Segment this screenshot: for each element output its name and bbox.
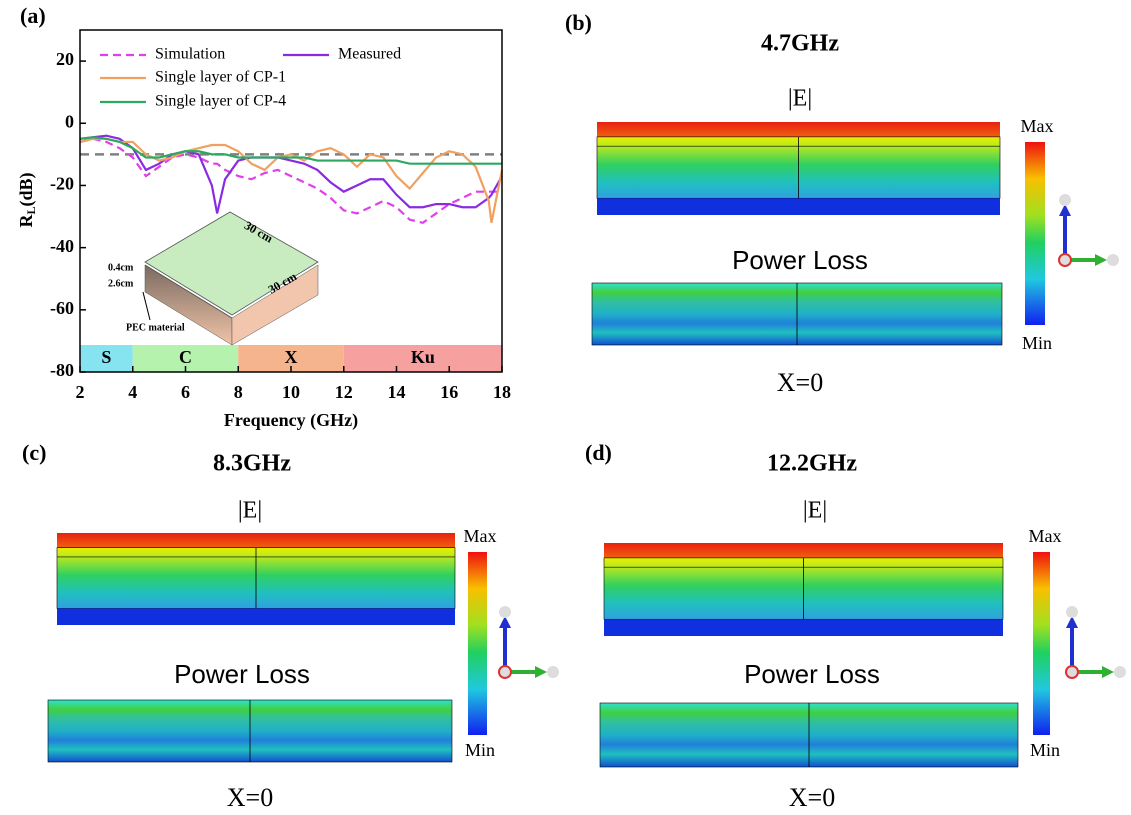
series-line — [79, 137, 502, 224]
y-tick-label: 0 — [65, 111, 74, 131]
axis-z-head — [1066, 616, 1078, 628]
axis-x — [1058, 253, 1072, 267]
x-tick-label: 12 — [335, 382, 353, 402]
inset-label: PEC material — [126, 322, 185, 333]
slab-top — [144, 211, 319, 316]
band-label: C — [179, 347, 192, 367]
y-axis-title: RL(dB) — [16, 172, 38, 227]
e-field-top — [57, 533, 455, 548]
axis-badge — [547, 666, 559, 678]
e-field-top — [597, 122, 1000, 137]
panel-title: 4.7GHz — [761, 31, 839, 57]
y-axis-title-sub: L — [24, 207, 38, 215]
field-label: |E| — [803, 498, 827, 524]
band-label: X — [285, 347, 298, 367]
pec-layer — [604, 619, 1003, 636]
pointer — [142, 291, 151, 321]
band-label: Ku — [411, 347, 435, 367]
axis-y-head — [1095, 254, 1107, 266]
colorbar — [1033, 552, 1050, 735]
x-tick-label: 16 — [440, 382, 458, 402]
y-tick-label: -20 — [50, 174, 74, 194]
inset: 30 cm 30 cm 0.4cm 2.6cm PEC material — [108, 211, 319, 346]
legend-label: Measured — [338, 46, 401, 63]
inset-label: 2.6cm — [108, 278, 134, 289]
panels: (b) 4.7GHz |E| Power Loss Max Min X=0 (c) 8.3GHz… — [22, 10, 1126, 812]
panel-label: (c) — [22, 440, 46, 465]
colorbar — [468, 552, 487, 735]
series-line — [79, 136, 502, 165]
section-label: X=0 — [777, 368, 823, 397]
field-panel: (b) 4.7GHz |E| Power Loss Max Min X=0 — [565, 10, 1119, 397]
y-tick-label: -80 — [50, 360, 74, 380]
axis-y-head — [1102, 666, 1114, 678]
x-tick-label: 6 — [181, 382, 190, 402]
x-tick-label: 14 — [388, 382, 406, 402]
panel-title: 12.2GHz — [767, 451, 857, 477]
panel-title: 8.3GHz — [213, 451, 291, 477]
legend-label: Simulation — [155, 46, 225, 63]
slab-side — [231, 264, 319, 346]
layer-line — [144, 264, 233, 319]
axis-badge — [499, 606, 511, 618]
inset-label: 0.4cm — [108, 262, 134, 273]
field-label: |E| — [238, 498, 262, 524]
y-tick-label: -40 — [50, 236, 74, 256]
axis-y-head — [535, 666, 547, 678]
field-panel: (c) 8.3GHz |E| Power Loss Max Min X=0 — [22, 440, 559, 812]
panel-label: (a) — [20, 3, 46, 28]
chart: S C X Ku 2 4 6 8 10 12 14 16 18 -80 -60 -40 -20 0 20 Freque… — [16, 29, 511, 431]
axis-badge — [1059, 194, 1071, 206]
colorbar — [1025, 142, 1045, 325]
colorbar-min: Min — [1022, 333, 1052, 353]
colorbar-min: Min — [1030, 740, 1060, 760]
colorbar-min: Min — [465, 740, 495, 760]
band-label: S — [101, 347, 111, 367]
field-label: Power Loss — [732, 245, 868, 275]
plot-frame — [79, 29, 503, 373]
pec-layer — [597, 198, 1000, 215]
section-label: X=0 — [789, 783, 835, 810]
band — [80, 345, 133, 372]
field-label: |E| — [788, 86, 812, 112]
field-panel: (d) 12.2GHz |E| Power Loss Max Min X=0 — [585, 440, 1126, 812]
e-field-top — [604, 543, 1003, 558]
axis-z-head — [1059, 204, 1071, 216]
axis-x — [498, 665, 512, 679]
y-axis-title-part: (dB) — [16, 172, 37, 206]
axis-badge — [1066, 606, 1078, 618]
y-tick-label: 20 — [56, 49, 74, 69]
colorbar-max: Max — [464, 526, 497, 546]
band — [343, 345, 502, 372]
x-tick-label: 10 — [282, 382, 300, 402]
panel-label: (d) — [585, 440, 612, 465]
legend-label: Single layer of CP-4 — [155, 93, 286, 110]
x-tick-label: 8 — [234, 382, 243, 402]
x-axis-title: Frequency (GHz) — [224, 410, 358, 431]
x-tick-label: 4 — [128, 382, 137, 402]
axis-badge — [1114, 666, 1126, 678]
field-label: Power Loss — [744, 659, 880, 689]
axis-x — [1065, 665, 1079, 679]
pec-layer — [57, 608, 455, 625]
series-line — [79, 134, 503, 214]
section-label: X=0 — [227, 783, 273, 810]
panel-label: (b) — [565, 10, 592, 35]
legend-label: Single layer of CP-1 — [155, 69, 286, 86]
colorbar-max: Max — [1029, 526, 1062, 546]
y-tick-label: -60 — [50, 298, 74, 318]
y-axis-title-part: R — [16, 214, 36, 228]
colorbar-max: Max — [1021, 116, 1054, 136]
field-label: Power Loss — [174, 659, 310, 689]
x-tick-label: 2 — [76, 382, 85, 402]
series-line — [79, 137, 504, 223]
axis-z-head — [499, 616, 511, 628]
x-tick-label: 18 — [493, 382, 511, 402]
axis-badge — [1107, 254, 1119, 266]
